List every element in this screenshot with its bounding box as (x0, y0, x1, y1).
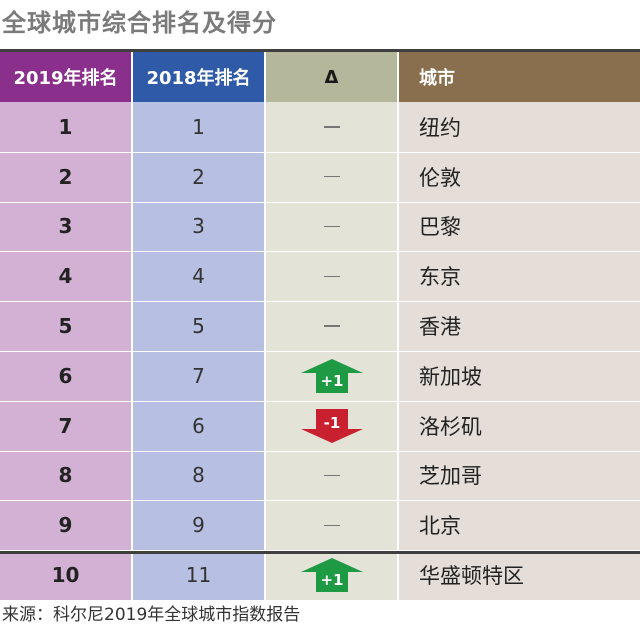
table-row: 2 2 伦敦 (0, 152, 640, 202)
city-cell: 新加坡 (419, 351, 639, 401)
change-label: -1 (323, 414, 340, 432)
city-cell: 纽约 (419, 102, 639, 152)
change-cell: -1 (266, 401, 397, 451)
change-label: +1 (320, 571, 343, 589)
rank-2019-cell: 8 (0, 451, 131, 501)
rank-2019-cell: 4 (0, 251, 131, 301)
header-city: 城市 (399, 52, 640, 102)
no-change-dash (324, 325, 340, 327)
rank-2019-cell: 7 (0, 401, 131, 451)
city-cell: 伦敦 (419, 152, 639, 202)
header-rank-2019: 2019年排名 (0, 52, 131, 102)
rank-2018-cell: 3 (133, 202, 264, 252)
row-divider (0, 401, 640, 402)
rank-2018-cell: 4 (133, 251, 264, 301)
city-cell: 芝加哥 (419, 451, 639, 501)
row-divider (0, 152, 640, 153)
table-row: 8 8 芝加哥 (0, 451, 640, 501)
no-change-dash (324, 126, 340, 128)
change-cell (266, 152, 397, 202)
table-body: 1 1 纽约 2 2 伦敦 3 3 巴黎 4 4 东京 5 5 香港 6 7 +1 新加坡 7 6 -1 洛杉矶 8 8 芝加哥 9… (0, 102, 640, 600)
rank-2018-cell: 7 (133, 351, 264, 401)
rank-2019-cell: 5 (0, 301, 131, 351)
bottom-rule (0, 551, 640, 554)
change-cell (266, 301, 397, 351)
city-cell: 东京 (419, 251, 639, 301)
source-note: 来源：科尔尼2019年全球城市指数报告 (2, 600, 300, 625)
down-arrow-icon: -1 (300, 408, 364, 444)
rank-2018-cell: 2 (133, 152, 264, 202)
city-cell: 巴黎 (419, 202, 639, 252)
table-row: 6 7 +1 新加坡 (0, 351, 640, 401)
row-divider (0, 202, 640, 203)
city-cell: 华盛顿特区 (419, 550, 639, 600)
rank-2019-cell: 9 (0, 500, 131, 550)
no-change-dash (324, 276, 340, 278)
rank-2019-cell: 3 (0, 202, 131, 252)
up-arrow-icon: +1 (300, 358, 364, 394)
table-header: 2019年排名 2018年排名 Δ 城市 (0, 52, 640, 102)
table-row: 4 4 东京 (0, 251, 640, 301)
rank-2018-cell: 9 (133, 500, 264, 550)
table-row: 9 9 北京 (0, 500, 640, 550)
row-divider (0, 351, 640, 352)
no-change-dash (324, 226, 340, 228)
rank-2018-cell: 6 (133, 401, 264, 451)
no-change-dash (324, 475, 340, 477)
change-cell (266, 500, 397, 550)
row-divider (0, 301, 640, 302)
rank-2019-cell: 2 (0, 152, 131, 202)
change-cell (266, 251, 397, 301)
header-rank-2018: 2018年排名 (133, 52, 264, 102)
table-row: 3 3 巴黎 (0, 202, 640, 252)
table-row: 10 11 +1 华盛顿特区 (0, 550, 640, 600)
no-change-dash (324, 525, 340, 527)
row-divider (0, 451, 640, 452)
header-delta: Δ (266, 52, 397, 102)
rank-2019-cell: 1 (0, 102, 131, 152)
change-label: +1 (320, 372, 343, 390)
up-arrow-icon: +1 (300, 557, 364, 593)
change-cell (266, 451, 397, 501)
change-cell (266, 102, 397, 152)
table-row: 1 1 纽约 (0, 102, 640, 152)
city-cell: 洛杉矶 (419, 401, 639, 451)
change-cell: +1 (266, 351, 397, 401)
rank-2019-cell: 6 (0, 351, 131, 401)
table-row: 5 5 香港 (0, 301, 640, 351)
rank-2018-cell: 5 (133, 301, 264, 351)
rank-2018-cell: 8 (133, 451, 264, 501)
change-cell: +1 (266, 550, 397, 600)
row-divider (0, 500, 640, 501)
city-cell: 北京 (419, 500, 639, 550)
page-title: 全球城市综合排名及得分 (2, 3, 277, 38)
rank-2018-cell: 11 (133, 550, 264, 600)
city-cell: 香港 (419, 301, 639, 351)
change-cell (266, 202, 397, 252)
rank-2018-cell: 1 (133, 102, 264, 152)
rank-2019-cell: 10 (0, 550, 131, 600)
row-divider (0, 251, 640, 252)
no-change-dash (324, 176, 340, 178)
table-row: 7 6 -1 洛杉矶 (0, 401, 640, 451)
